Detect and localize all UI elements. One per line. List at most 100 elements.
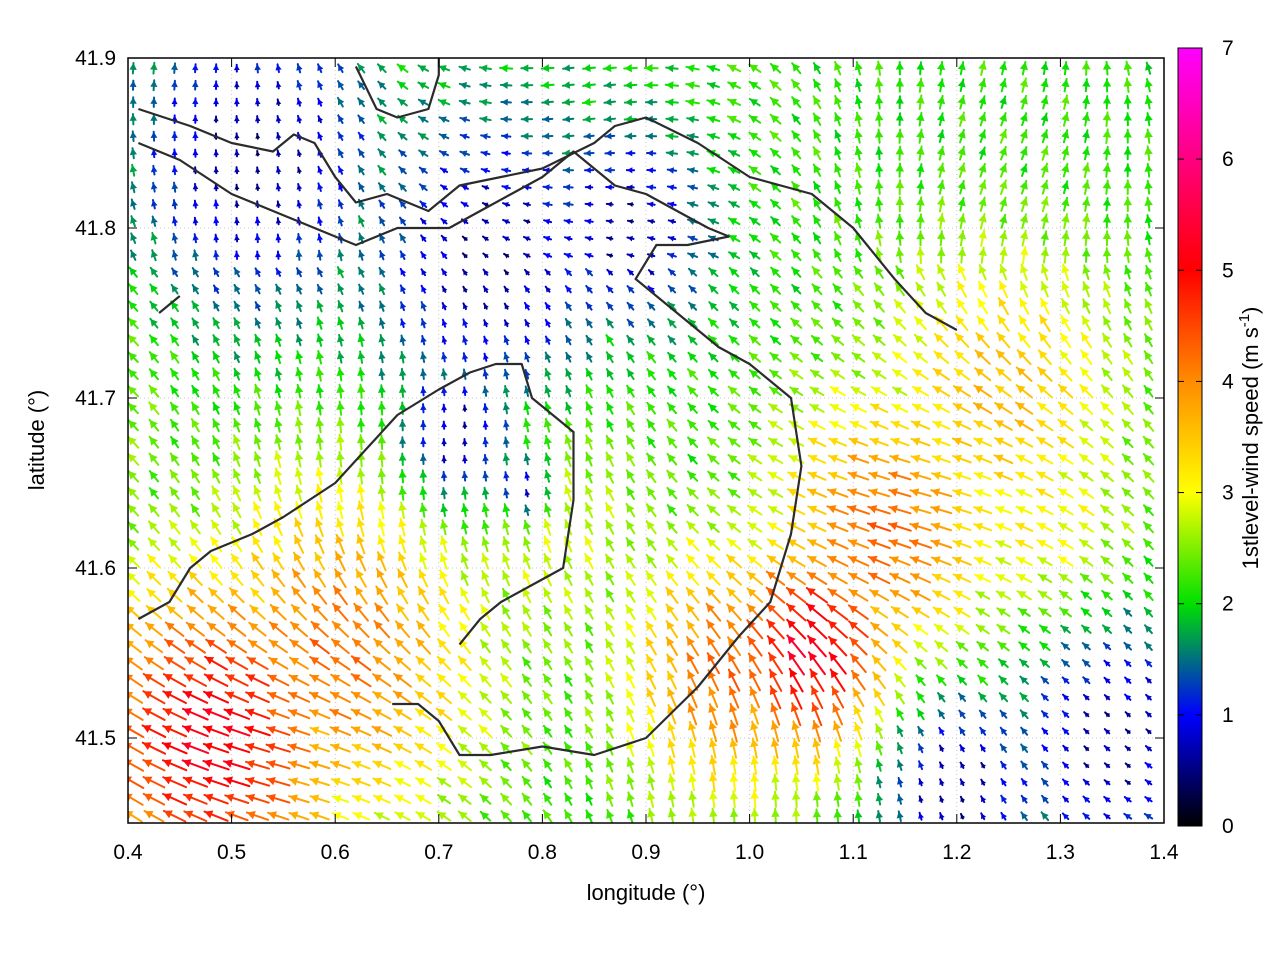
wind-vector bbox=[337, 148, 345, 159]
wind-vector bbox=[267, 811, 290, 821]
wind-vector bbox=[357, 165, 365, 176]
wind-vector bbox=[314, 534, 325, 555]
wind-vector bbox=[142, 672, 166, 688]
wind-vector bbox=[148, 384, 160, 398]
wind-vector bbox=[791, 283, 802, 295]
wind-vector bbox=[1000, 760, 1008, 770]
wind-vector bbox=[437, 638, 451, 655]
wind-vector bbox=[129, 130, 137, 143]
wind-vector bbox=[398, 485, 407, 501]
wind-vector bbox=[809, 386, 825, 397]
wind-vector bbox=[145, 605, 163, 620]
colorbar-tick-label: 6 bbox=[1222, 148, 1234, 171]
wind-vector bbox=[875, 196, 884, 212]
x-tick-label: 0.4 bbox=[113, 841, 143, 864]
wind-vector bbox=[645, 654, 657, 673]
wind-vector bbox=[457, 690, 472, 704]
wind-vector bbox=[1061, 77, 1070, 93]
wind-vector bbox=[1062, 795, 1070, 803]
wind-vector bbox=[605, 401, 615, 415]
wind-vector bbox=[605, 485, 615, 502]
wind-vector bbox=[812, 248, 822, 262]
wind-vector bbox=[584, 535, 594, 553]
wind-vector bbox=[313, 568, 327, 588]
wind-vector bbox=[317, 63, 324, 74]
wind-vector bbox=[666, 486, 678, 500]
x-axis-label: longitude (°) bbox=[587, 880, 706, 905]
wind-vector bbox=[959, 795, 966, 803]
wind-vector bbox=[867, 572, 891, 585]
wind-vector bbox=[830, 351, 845, 363]
wind-vector bbox=[502, 536, 511, 553]
wind-vector bbox=[150, 249, 158, 262]
wind-vector bbox=[1080, 331, 1093, 349]
wind-vector bbox=[182, 776, 209, 788]
wind-vector bbox=[275, 200, 282, 209]
wind-vector bbox=[142, 776, 166, 789]
wind-vector bbox=[501, 604, 511, 620]
wind-vector bbox=[353, 602, 369, 622]
wind-vector bbox=[807, 538, 827, 550]
wind-vector bbox=[875, 792, 884, 806]
wind-vector bbox=[184, 656, 207, 671]
wind-vector bbox=[686, 487, 699, 500]
wind-vector bbox=[350, 726, 372, 737]
wind-vector bbox=[371, 725, 393, 737]
wind-vector bbox=[789, 351, 803, 363]
wind-vector bbox=[170, 334, 180, 347]
wind-vector bbox=[585, 775, 594, 790]
wind-vector bbox=[1144, 78, 1153, 93]
wind-vector bbox=[605, 791, 615, 807]
wind-vector bbox=[909, 471, 932, 481]
wind-vector bbox=[417, 81, 430, 90]
wind-vector bbox=[626, 253, 635, 259]
wind-vector bbox=[415, 673, 432, 688]
wind-vector bbox=[395, 603, 410, 621]
wind-vector bbox=[253, 400, 262, 416]
wind-vector bbox=[811, 702, 823, 727]
wind-vector bbox=[170, 283, 179, 295]
wind-vector bbox=[918, 811, 924, 821]
wind-vector bbox=[706, 635, 721, 657]
wind-vector bbox=[1081, 315, 1092, 332]
wind-vector bbox=[393, 672, 412, 688]
wind-vector bbox=[869, 420, 889, 430]
wind-vector bbox=[626, 384, 635, 398]
wind-vector bbox=[337, 215, 345, 227]
wind-vector bbox=[667, 218, 677, 225]
wind-vector bbox=[1100, 435, 1114, 449]
wind-vector bbox=[749, 686, 760, 709]
wind-vector bbox=[564, 502, 573, 519]
wind-vector bbox=[440, 251, 448, 260]
wind-vector bbox=[811, 300, 823, 312]
wind-vector bbox=[543, 553, 552, 570]
wind-vector bbox=[502, 552, 511, 570]
wind-vector bbox=[1123, 624, 1133, 634]
wind-vector bbox=[501, 587, 511, 603]
wind-vector bbox=[916, 196, 925, 213]
wind-vector bbox=[930, 488, 953, 498]
wind-vector bbox=[995, 556, 1012, 566]
wind-vector bbox=[1057, 504, 1074, 516]
wind-vector bbox=[1124, 745, 1132, 752]
wind-vector bbox=[955, 640, 969, 652]
wind-vector bbox=[481, 202, 489, 208]
wind-vector bbox=[503, 471, 510, 482]
wind-vector bbox=[706, 537, 721, 551]
wind-vector bbox=[1019, 213, 1029, 230]
wind-vector bbox=[665, 149, 679, 158]
wind-vector bbox=[186, 587, 204, 604]
wind-vector bbox=[291, 568, 306, 588]
wind-vector bbox=[275, 115, 282, 124]
wind-vector bbox=[190, 469, 201, 484]
wind-vector bbox=[770, 216, 781, 227]
wind-vector bbox=[918, 795, 924, 804]
wind-vector bbox=[646, 436, 656, 449]
wind-vector bbox=[1101, 367, 1113, 381]
wind-vector bbox=[999, 179, 1008, 195]
wind-vector bbox=[727, 471, 741, 482]
wind-vector bbox=[605, 368, 614, 381]
wind-vector bbox=[202, 725, 230, 737]
wind-vector bbox=[1078, 436, 1094, 449]
wind-vector bbox=[875, 213, 884, 229]
